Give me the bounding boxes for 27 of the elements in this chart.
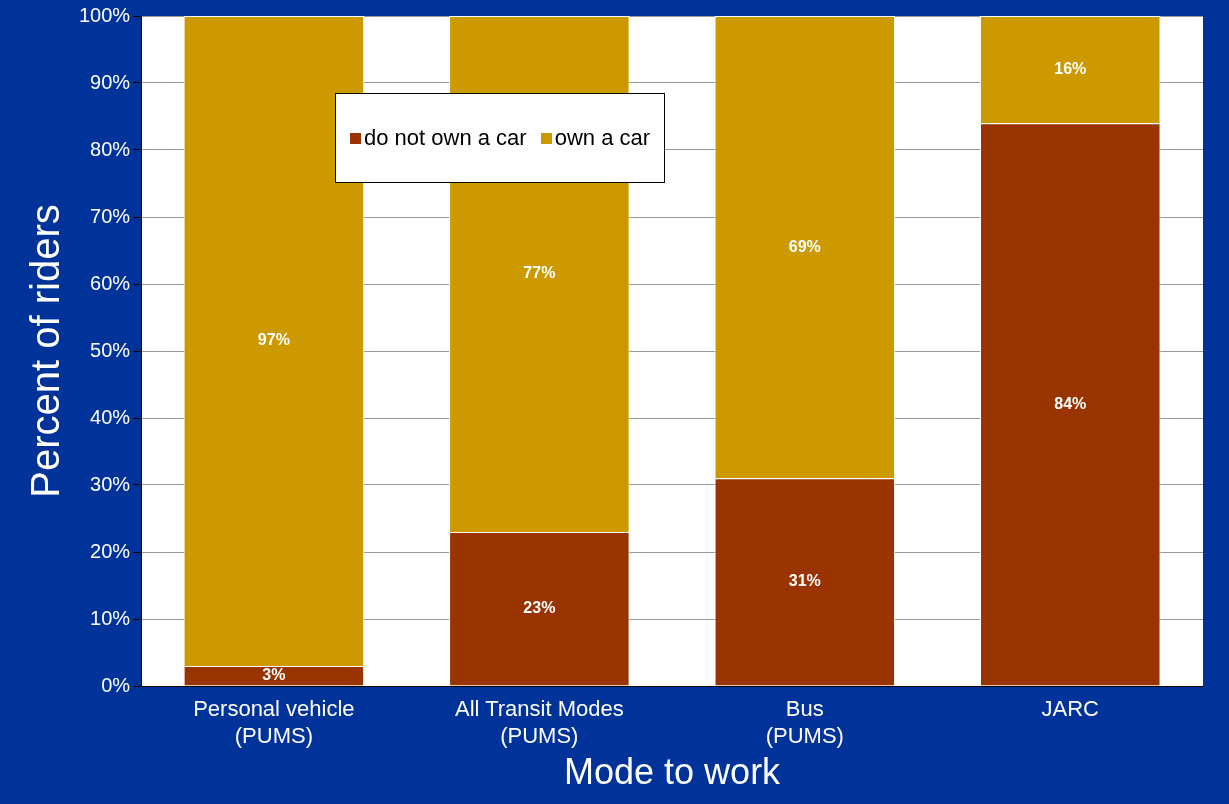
data-label: 77% bbox=[523, 264, 556, 282]
data-label: 3% bbox=[262, 666, 286, 684]
legend-label: do not own a car bbox=[364, 125, 527, 151]
data-label: 97% bbox=[257, 331, 290, 349]
y-tick-label: 60% bbox=[90, 271, 131, 294]
data-label: 31% bbox=[788, 572, 821, 590]
x-tick-label: Bus (PUMS) bbox=[765, 696, 844, 748]
y-tick-label: 50% bbox=[90, 338, 131, 361]
y-tick-label: 80% bbox=[90, 137, 131, 160]
y-tick-label: 20% bbox=[90, 539, 131, 562]
legend-label: own a car bbox=[554, 125, 651, 151]
y-tick-label: 70% bbox=[90, 204, 131, 227]
y-tick-label: 90% bbox=[90, 70, 131, 93]
x-tick-label: Personal vehicle (PUMS) bbox=[193, 696, 355, 748]
data-label: 16% bbox=[1054, 60, 1087, 78]
y-tick-label: 40% bbox=[90, 405, 131, 428]
y-tick-label: 0% bbox=[101, 673, 131, 696]
y-tick-label: 30% bbox=[90, 472, 131, 495]
x-tick-label: JARC bbox=[1041, 696, 1100, 722]
x-tick-label: All Transit Modes (PUMS) bbox=[454, 696, 624, 748]
data-label: 23% bbox=[523, 599, 556, 617]
data-label: 69% bbox=[788, 237, 821, 255]
x-axis-title: Mode to work bbox=[564, 751, 782, 793]
y-tick-label: 10% bbox=[90, 606, 131, 629]
data-label: 84% bbox=[1054, 394, 1087, 412]
y-tick-label: 100% bbox=[79, 3, 131, 26]
y-axis-title: Percent of riders bbox=[23, 204, 68, 498]
